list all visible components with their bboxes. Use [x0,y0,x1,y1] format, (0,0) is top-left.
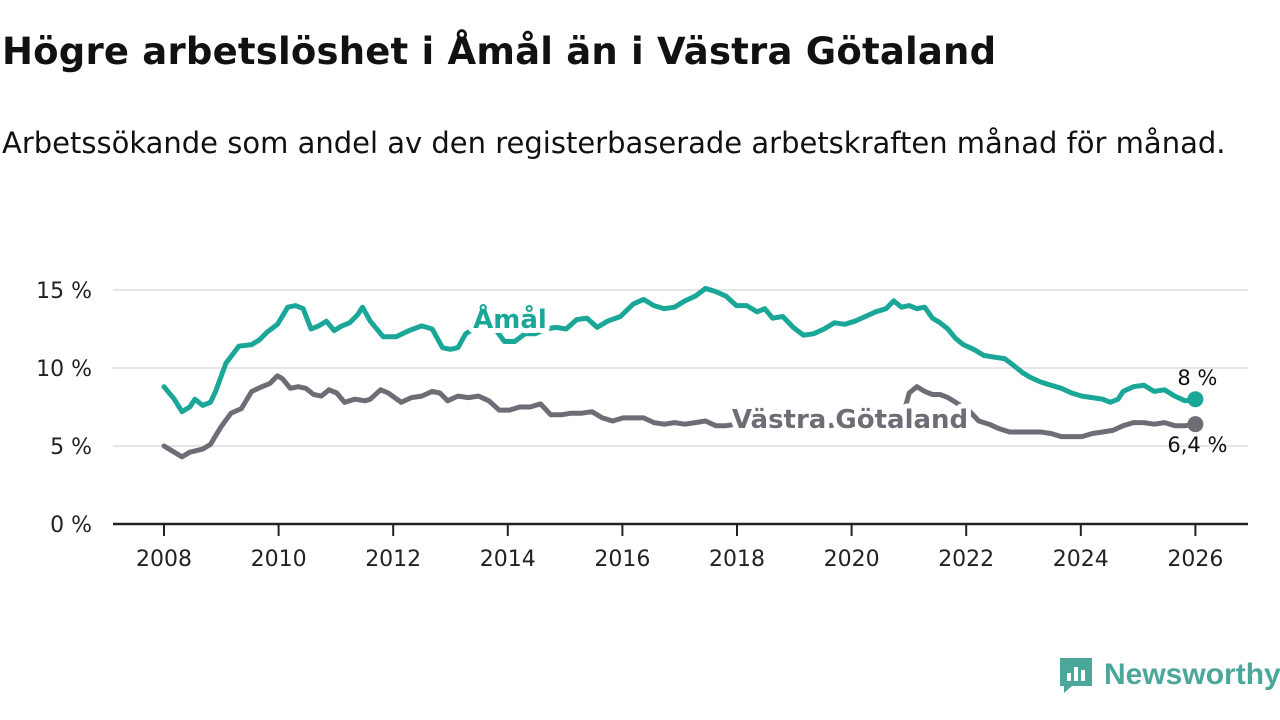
series-lines [161,285,1204,460]
x-tick-label: 2010 [251,547,307,572]
x-tick-label: 2012 [365,547,421,572]
y-tick-label: 5 % [50,435,92,460]
x-tick-label: 2008 [136,547,192,572]
y-tick-label: 10 % [36,357,92,382]
end-value-label-vastra-gotaland: 6,4 % [1167,433,1227,457]
chart-subtitle: Arbetssökande som andel av den registerb… [2,126,1226,160]
gridlines [113,289,1248,447]
y-tick-label: 15 % [36,279,92,304]
x-tick-label: 2024 [1053,547,1109,572]
x-tick-label: 2018 [709,547,765,572]
newsworthy-logo-icon [1060,658,1092,693]
chart-title: Högre arbetslöshet i Åmål än i Västra Gö… [2,30,997,73]
brand-logo: Newsworthy [1058,654,1280,696]
x-tick-label: 2014 [480,547,536,572]
x-tick-label: 2022 [938,547,994,572]
line-chart: 0 % 5 % 10 % 15 % 2008 2010 2012 2014 2016 2018 20… [36,279,1248,572]
series-line-amal [161,285,1198,415]
x-tick-label: 2026 [1167,547,1223,572]
series-name-label-amal: Åmål [473,303,547,335]
end-value-label-amal: 8 % [1177,366,1217,390]
axes: 0 % 5 % 10 % 15 % 2008 2010 2012 2014 2016 2018 20… [36,279,1248,572]
y-tick-label: 0 % [50,513,92,538]
brand-name: Newsworthy [1104,658,1280,691]
series-name-label-vastra-gotaland: Västra Götaland [732,405,968,435]
series-line-vastra-gotaland [161,373,1198,460]
x-tick-label: 2020 [824,547,880,572]
end-marker-vastra-gotaland [1187,416,1204,433]
series-labels: 8 % 6,4 % Åmål Västra Götaland [468,298,1227,457]
end-marker-amal [1187,391,1204,408]
x-tick-label: 2016 [594,547,650,572]
